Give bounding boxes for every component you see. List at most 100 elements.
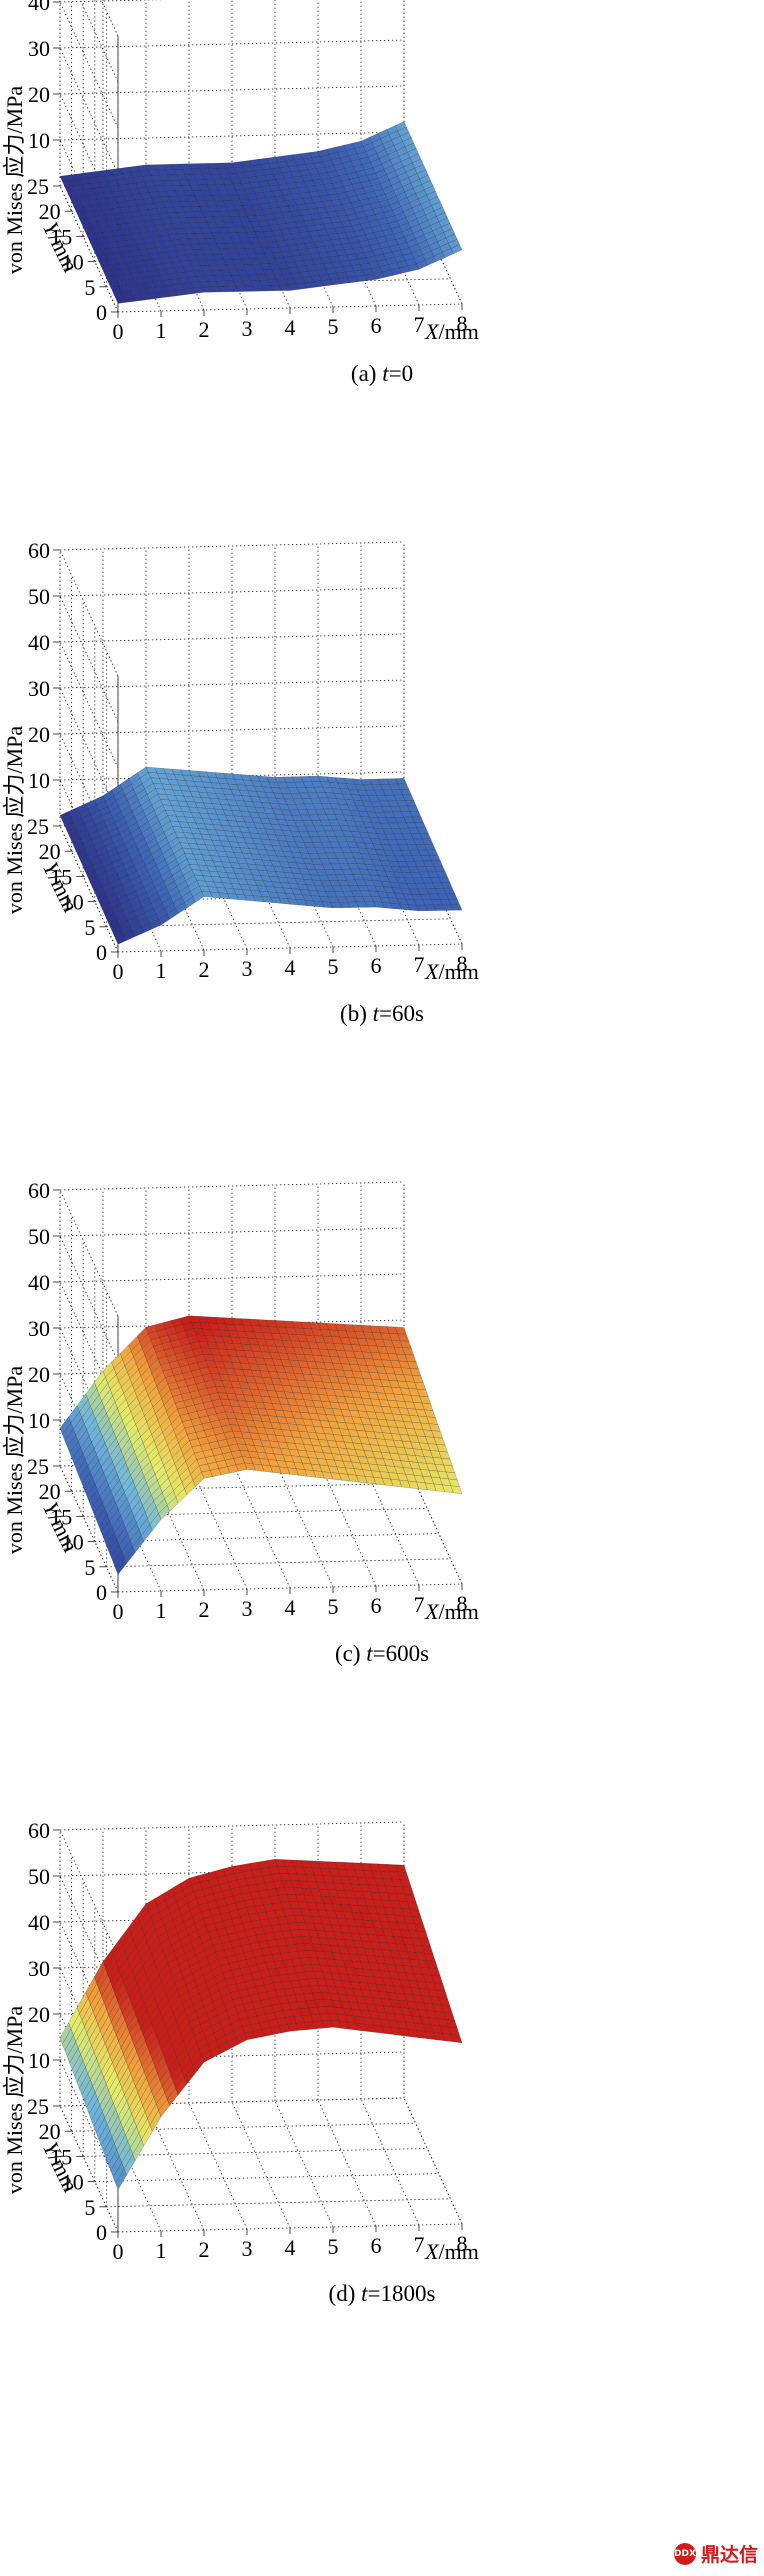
x-tick-label: 6 bbox=[371, 953, 382, 978]
x-axis-unit: /mm bbox=[439, 1599, 479, 1624]
x-axis-label: X/mm bbox=[424, 1599, 479, 1624]
z-tick-label: 60 bbox=[28, 1818, 50, 1843]
z-tick-label: 50 bbox=[28, 584, 50, 609]
x-gridline bbox=[274, 2100, 334, 2228]
z-tick-label: 30 bbox=[28, 1316, 50, 1341]
z-tick-label: 30 bbox=[28, 676, 50, 701]
x-axis-label: X/mm bbox=[424, 319, 479, 344]
x-tick-label: 1 bbox=[156, 2238, 167, 2263]
watermark-logo-icon: DDX bbox=[673, 2542, 696, 2565]
y-gridline bbox=[106, 1558, 451, 1568]
y-gridline bbox=[106, 2198, 451, 2208]
surface-mesh bbox=[59, 121, 463, 304]
x-gridline bbox=[188, 2102, 248, 2230]
x-gridline bbox=[231, 1461, 291, 1589]
panel-caption: (b) t=60s bbox=[340, 1001, 424, 1026]
caption-value: =1800s bbox=[368, 2281, 436, 2306]
x-tick-label: 6 bbox=[371, 313, 382, 338]
z-tick-label: 10 bbox=[28, 2048, 50, 2073]
y-axis-label: Y/mm bbox=[38, 858, 84, 916]
x-axis-label: X/mm bbox=[424, 959, 479, 984]
x-tick-label: 2 bbox=[199, 957, 210, 982]
panel-caption: (a) t=0 bbox=[351, 361, 413, 386]
x-tick-label: 7 bbox=[414, 1592, 425, 1617]
y-tick-label: 20 bbox=[39, 199, 61, 224]
y-tick-label: 10 bbox=[62, 250, 84, 275]
z-tick-label: 20 bbox=[28, 1362, 50, 1387]
x-tick-label: 4 bbox=[285, 315, 296, 340]
z-gridline bbox=[59, 0, 166, 3]
x-axis-unit: /mm bbox=[439, 2239, 479, 2264]
z-axis-label: von Mises 应力/MPa bbox=[2, 2006, 27, 2194]
z-tick-label: 50 bbox=[28, 1224, 50, 1249]
chart-panel: 0123456780510152025102030405060X/mmY/mmv… bbox=[2, 0, 479, 386]
z-tick-label: 40 bbox=[28, 0, 50, 15]
z-gridline bbox=[59, 1829, 119, 1957]
z-gridline bbox=[100, 0, 119, 37]
surface-mesh bbox=[59, 1859, 463, 2191]
x-tick-label: 7 bbox=[414, 312, 425, 337]
watermark: DDX 鼎达信 bbox=[673, 2540, 758, 2567]
x-tick-label: 3 bbox=[242, 316, 253, 341]
z-gridline bbox=[59, 47, 119, 175]
z-gridline bbox=[59, 687, 119, 815]
caption-value: =600s bbox=[373, 1641, 429, 1666]
z-tick-label: 50 bbox=[28, 1864, 50, 1889]
x-tick-label: 3 bbox=[242, 956, 253, 981]
x-gridline bbox=[59, 185, 119, 313]
x-axis-unit: /mm bbox=[439, 319, 479, 344]
z-tick-label: 10 bbox=[28, 768, 50, 793]
surface-mesh bbox=[59, 1315, 463, 1575]
z-axis-label: von Mises 应力/MPa bbox=[2, 726, 27, 914]
x-gridline bbox=[317, 2099, 377, 2227]
y-tick-label: 5 bbox=[84, 915, 95, 940]
y-gridline bbox=[106, 918, 451, 928]
y-tick-label: 0 bbox=[96, 2220, 107, 2245]
y-tick-label: 0 bbox=[96, 300, 107, 325]
z-tick-label: 20 bbox=[28, 2002, 50, 2027]
frame-edge bbox=[403, 2097, 463, 2225]
x-tick-label: 2 bbox=[199, 2237, 210, 2262]
z-tick-label: 40 bbox=[28, 630, 50, 655]
caption-prefix: (b) bbox=[340, 1001, 373, 1026]
caption-prefix: (c) bbox=[335, 1641, 366, 1666]
x-tick-label: 3 bbox=[242, 1596, 253, 1621]
x-gridline bbox=[274, 1460, 334, 1588]
x-gridline bbox=[360, 2098, 420, 2226]
z-tick-label: 30 bbox=[28, 36, 50, 61]
x-gridline bbox=[59, 825, 119, 953]
z-tick-label: 40 bbox=[28, 1910, 50, 1935]
panel-caption: (c) t=600s bbox=[335, 1641, 429, 1666]
y-axis-label: Y/mm bbox=[38, 2138, 84, 2196]
x-tick-label: 4 bbox=[285, 2235, 296, 2260]
z-gridline bbox=[59, 1189, 119, 1317]
z-tick-label: 60 bbox=[28, 1178, 50, 1203]
y-tick-label: 0 bbox=[96, 1580, 107, 1605]
z-gridline bbox=[59, 679, 405, 689]
x-tick-label: 2 bbox=[199, 317, 210, 342]
z-tick-label: 60 bbox=[28, 538, 50, 563]
z-gridline bbox=[79, 0, 119, 83]
z-axis-label: von Mises 应力/MPa bbox=[2, 86, 27, 274]
z-gridline bbox=[59, 39, 405, 49]
x-tick-label: 5 bbox=[328, 314, 339, 339]
z-gridline bbox=[59, 131, 405, 141]
x-tick-label: 4 bbox=[285, 955, 296, 980]
z-tick-label: 10 bbox=[28, 1408, 50, 1433]
z-gridline bbox=[59, 541, 405, 551]
y-tick-label: 25 bbox=[27, 1454, 49, 1479]
x-tick-label: 1 bbox=[156, 1598, 167, 1623]
y-tick-label: 5 bbox=[84, 275, 95, 300]
y-tick-label: 25 bbox=[27, 174, 49, 199]
x-axis-var: X bbox=[424, 319, 440, 344]
caption-prefix: (a) bbox=[351, 361, 382, 386]
caption-value: =0 bbox=[389, 361, 413, 386]
x-tick-label: 5 bbox=[328, 1594, 339, 1619]
x-tick-label: 1 bbox=[156, 958, 167, 983]
z-tick-label: 10 bbox=[28, 128, 50, 153]
caption-value: =60s bbox=[379, 1001, 424, 1026]
x-axis-label: X/mm bbox=[424, 2239, 479, 2264]
